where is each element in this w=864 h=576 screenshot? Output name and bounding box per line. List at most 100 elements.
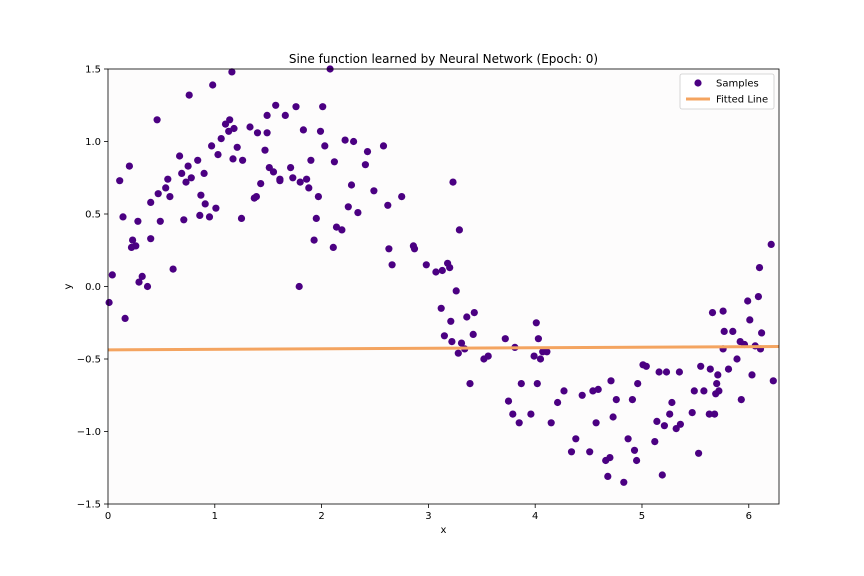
sample-point [452,287,460,295]
sample-point [350,137,358,146]
sample-point [706,365,714,373]
sample-point [746,316,754,324]
legend-label-samples: Samples [716,79,759,90]
sample-point [305,184,313,192]
sample-point [724,365,733,373]
sample-point [509,410,517,418]
sample-point [410,245,419,253]
y-tick-label: 0.0 [85,282,101,293]
sample-point [504,397,513,405]
sample-point [162,184,170,192]
sample-point [466,380,474,388]
sample-point [196,211,204,219]
scatter-layer [105,65,777,486]
sample-point [295,282,303,291]
sample-point [744,297,752,305]
sample-point [153,116,161,124]
sample-point [166,193,174,201]
x-tick-label: 2 [318,511,324,522]
sample-point [447,317,455,325]
y-axis-label: y [63,283,74,289]
sample-point [225,127,233,135]
x-tick-label: 5 [639,511,645,522]
sample-point [246,123,254,131]
sample-point [769,377,777,385]
sample-point [660,422,669,430]
legend-marker-samples [694,79,702,87]
sample-point [697,362,705,370]
sample-point [607,377,615,385]
sample-point [609,413,617,421]
sample-point [533,380,541,388]
sample-point [737,396,745,404]
sample-point [688,409,696,417]
sample-point [239,156,247,164]
sample-point [370,187,378,195]
sample-point [329,243,337,251]
sample-point [310,236,318,244]
sample-point [209,81,217,89]
sample-point [354,209,362,217]
y-tick-label: −1.0 [77,427,101,438]
sample-point [138,272,146,280]
sample-point [713,380,721,388]
sample-point [437,304,445,312]
sample-point [303,175,311,183]
sample-point [560,387,568,395]
sample-point [594,385,602,393]
sample-point [604,472,612,480]
sample-point [720,327,728,335]
chart-title: Sine function learned by Neural Network … [289,52,598,66]
sample-point [129,236,137,244]
sample-point [586,448,594,456]
sample-point [164,175,172,183]
sample-point [449,178,457,186]
sample-point [143,282,152,291]
sample-point [758,329,766,337]
sample-point [714,371,722,379]
sample-point [634,380,642,388]
sample-point [719,307,727,315]
sample-point [567,448,576,456]
sample-point [269,168,278,176]
plot-area [108,69,779,504]
sample-point [187,174,195,182]
sample-point [121,314,129,322]
x-axis-ticks: 0 1 2 3 4 5 6 [105,504,752,522]
sample-point [316,127,325,135]
sample-point [263,111,271,119]
sample-point [624,435,632,443]
sample-point [384,201,392,209]
sample-point [212,204,220,212]
sample-point [655,368,663,376]
sample-point [176,152,184,160]
sample-point [469,330,477,338]
sample-point [572,435,580,443]
sample-point [484,352,492,360]
sample-point [630,446,639,454]
y-tick-label: 1.0 [85,137,101,148]
sample-point [463,313,471,321]
sample-point [226,116,234,124]
sample-point [653,417,661,425]
sample-point [135,278,143,286]
sample-point [194,156,202,164]
sample-point [662,368,671,376]
legend: Samples Fitted Line [679,73,775,110]
sample-point [147,235,155,243]
sample-point [440,332,448,340]
sample-point [292,103,300,111]
sample-point [446,264,454,272]
sample-point [432,268,440,276]
sample-point [515,419,523,427]
x-axis-label: x [441,525,447,536]
sample-point [729,327,737,335]
x-tick-label: 1 [212,511,218,522]
sample-point [261,146,269,154]
sample-point [105,298,113,307]
sample-point [676,420,685,428]
sample-point [633,456,641,465]
sample-point [314,193,322,201]
sample-point [289,174,297,182]
sample-point [363,148,372,156]
